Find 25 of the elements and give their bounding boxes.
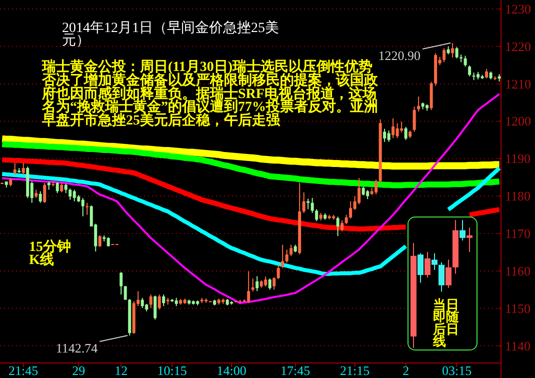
y-tick-label: 1140 xyxy=(505,338,531,354)
y-tick-label: 1200 xyxy=(505,114,531,129)
x-tick-label: 21:15 xyxy=(340,363,370,378)
x-tick-label: 14:00 xyxy=(216,363,246,378)
x-tick-label: 03:15 xyxy=(442,363,472,378)
y-tick-label: 1180 xyxy=(505,188,531,204)
x-tick-label: 2 xyxy=(402,363,410,378)
x-tick-label: 29 xyxy=(72,363,86,378)
y-tick-label: 1220 xyxy=(505,38,531,54)
y-tick-label: 1160 xyxy=(505,263,531,278)
y-tick-label: 1170 xyxy=(505,226,531,242)
text: 2014年12月1日（早间金价急挫25美元） xyxy=(62,20,279,48)
x-tick-label: 10:15 xyxy=(157,363,187,378)
annotation: 1220.90 xyxy=(378,48,421,64)
y-tick-label: 1150 xyxy=(505,300,531,316)
annotation: 瑞士黄金公投：周日(11月30日)瑞士选民以压倒性优势否决了增加黄金储备以及严格限制移民的提案，该国政府也因而感到如释重负。据瑞士SRF电视台报道，这场名为“挽救瑞士黄金”的倡议遭到77%投票者反对。亚洲早盘开市急挫25美元后企稳，午后走强 xyxy=(41,59,379,129)
annotation: 15分钟K线 xyxy=(29,239,71,268)
x-tick-label: 12 xyxy=(114,363,128,378)
x-tick-label: 21:45 xyxy=(8,363,38,378)
y-tick-label: 1230 xyxy=(505,1,531,16)
x-tick-label: 17:45 xyxy=(280,363,310,378)
y-tick-label: 1190 xyxy=(505,151,531,166)
annotation: 当日即随后日线 xyxy=(432,297,460,349)
annotation: 1142.74 xyxy=(56,340,98,356)
y-tick-label: 1210 xyxy=(505,76,531,92)
